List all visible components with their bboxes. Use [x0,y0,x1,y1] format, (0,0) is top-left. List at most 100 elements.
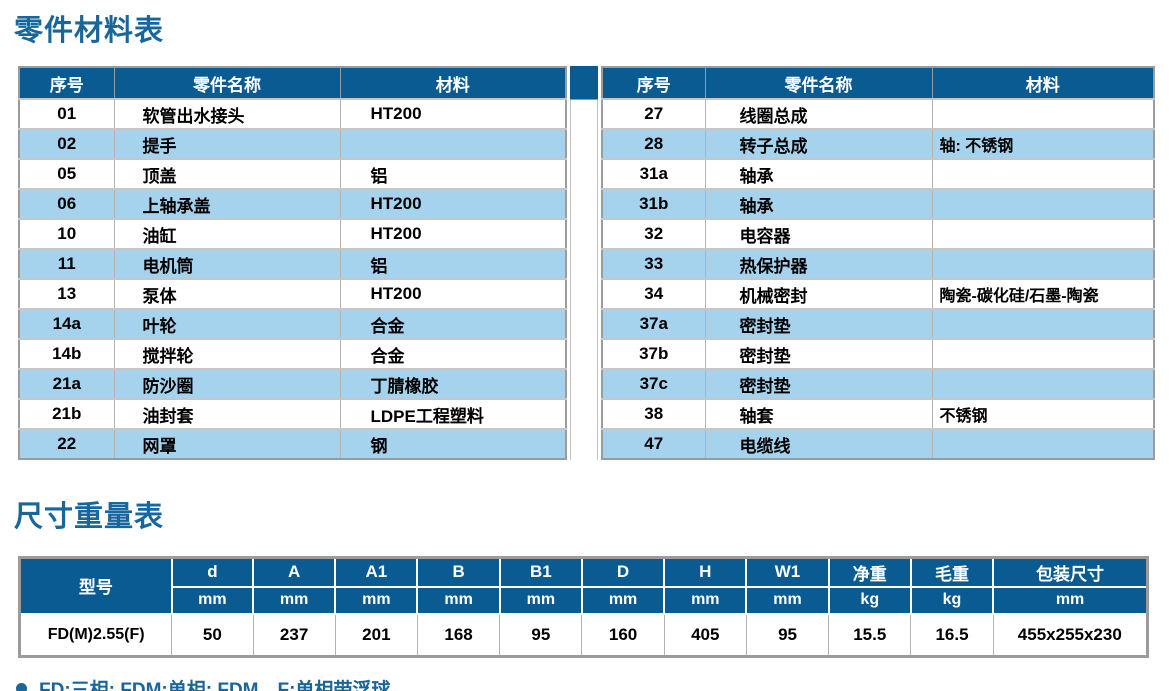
cell-part-no: 05 [18,158,115,189]
parts-row: 34 机械密封 陶瓷-碳化硅/石墨-陶瓷 [601,278,1155,309]
cell-part-name: 轴套 [704,398,933,429]
dims-header-label-row: 型号 d A A1 B B1 D H W1 净重 毛重 包装尺寸 [18,556,1149,615]
parts-row: 38 轴套 不锈钢 [601,398,1155,429]
cell-part-material: HT200 [339,278,567,309]
dims-col-unit: mm [416,585,501,615]
cell-part-material: 钢 [339,428,567,459]
dims-table: 型号 d A A1 B B1 D H W1 净重 毛重 包装尺寸 mm mm mm mm mm mm mm mm k… [18,556,1149,658]
col-header-part-name: 零件名称 [704,66,933,100]
cell-part-material: 铝 [339,158,567,189]
dims-col-unit: mm [745,585,830,615]
col-header-no: 序号 [601,66,706,100]
cell-part-no: 01 [18,98,115,129]
cell-part-name: 油封套 [113,398,341,429]
dims-col-label: 净重 [827,556,912,588]
dims-col-label: W1 [745,556,830,588]
cell-part-no: 22 [18,428,115,459]
parts-row: 06 上轴承盖 HT200 [18,188,567,219]
cell-part-name: 提手 [113,128,341,159]
cell-part-no: 28 [601,128,706,159]
cell-part-material [931,338,1155,369]
cell-part-material: 不锈钢 [931,398,1155,429]
cell-part-material: LDPE工程塑料 [339,398,567,429]
cell-part-name: 搅拌轮 [113,338,341,369]
col-header-material: 材料 [339,66,567,100]
dims-col-unit: mm [251,585,337,615]
parts-row: 37b 密封垫 [601,338,1155,369]
dims-col-unit: mm [334,585,419,615]
cell-part-no: 13 [18,278,115,309]
cell-part-name: 密封垫 [704,368,933,399]
cell-part-material: HT200 [339,218,567,249]
cell-part-no: 34 [601,278,706,309]
cell-dim-value: 50 [171,612,254,657]
parts-row: 31a 轴承 [601,158,1155,189]
cell-dim-value: 15.5 [828,612,912,657]
cell-part-material: 合金 [339,308,567,339]
parts-row: 11 电机筒铝 [18,248,567,279]
col-header-no: 序号 [18,66,115,100]
table-gap-column [570,66,601,460]
cell-part-name: 电缆线 [704,428,933,459]
parts-row: 22 网罩钢 [18,428,567,459]
parts-row: 33 热保护器 [601,248,1155,279]
cell-part-no: 47 [601,428,706,459]
dims-col-label: D [580,556,666,588]
parts-row: 14b 搅拌轮 合金 [18,338,567,369]
cell-part-no: 10 [18,218,115,249]
cell-part-name: 密封垫 [704,338,933,369]
cell-part-name: 机械密封 [704,278,933,309]
cell-part-material: HT200 [339,98,567,129]
cell-part-name: 网罩 [113,428,341,459]
cell-dim-value: 201 [334,612,418,657]
parts-row: 10 油缸 HT200 [18,218,567,249]
cell-part-name: 叶轮 [113,308,341,339]
dims-header-unit-row: mm mm mm mm mm mm mm mm kg kg mm [20,585,1149,615]
model-legend-text: FD:三相; FDM:单相; FDM…F:单相带浮球 [39,680,391,691]
dims-col-label: d [170,556,255,588]
dims-col-unit: mm [580,585,666,615]
cell-part-name: 防沙圈 [113,368,341,399]
parts-row: 28 转子总成 轴: 不锈钢 [601,128,1155,159]
cell-part-material [931,248,1155,279]
cell-part-name: 热保护器 [704,248,933,279]
cell-part-no: 27 [601,98,706,129]
cell-dim-value: 237 [252,612,336,657]
cell-part-material [931,428,1155,459]
table-gap-body [570,100,598,460]
cell-part-name: 轴承 [704,158,933,189]
dims-col-label: 毛重 [909,556,995,588]
cell-part-material [931,218,1155,249]
dims-col-label: B1 [498,556,583,588]
table-gap-header [570,66,598,100]
cell-part-no: 32 [601,218,706,249]
dims-col-label: H [663,556,748,588]
cell-part-material: 轴: 不锈钢 [931,128,1155,159]
cell-part-name: 电容器 [704,218,933,249]
parts-row: 05 顶盖铝 [18,158,567,189]
cell-part-name: 线圈总成 [704,98,933,129]
cell-part-name: 电机筒 [113,248,341,279]
cell-dim-value: 95 [499,612,583,657]
cell-part-no: 31a [601,158,706,189]
parts-table-right: 序号 零件名称 材料 27 线圈总成 28 转子总成 轴: 不锈钢 31a 轴承 31b 轴承 3… [601,66,1155,460]
cell-part-no: 11 [18,248,115,279]
parts-table-title: 零件材料表 [14,15,165,47]
cell-dim-value: 455x255x230 [992,612,1149,657]
col-header-material: 材料 [931,66,1155,100]
dims-table-title: 尺寸重量表 [14,501,165,533]
model-legend: FD:三相; FDM:单相; FDM…F:单相带浮球 [14,675,1169,691]
cell-part-name: 泵体 [113,278,341,309]
cell-part-no: 21a [18,368,115,399]
cell-part-material: 铝 [339,248,567,279]
parts-row: 01 软管出水接头 HT200 [18,98,567,129]
parts-left-header-row: 序号 零件名称 材料 [18,66,567,100]
dims-col-unit: mm [663,585,748,615]
dims-col-label: B [416,556,501,588]
parts-row: 37a 密封垫 [601,308,1155,339]
parts-right-header-row: 序号 零件名称 材料 [601,66,1155,100]
cell-part-name: 转子总成 [704,128,933,159]
dims-col-unit: mm [992,585,1149,615]
cell-part-material [931,188,1155,219]
